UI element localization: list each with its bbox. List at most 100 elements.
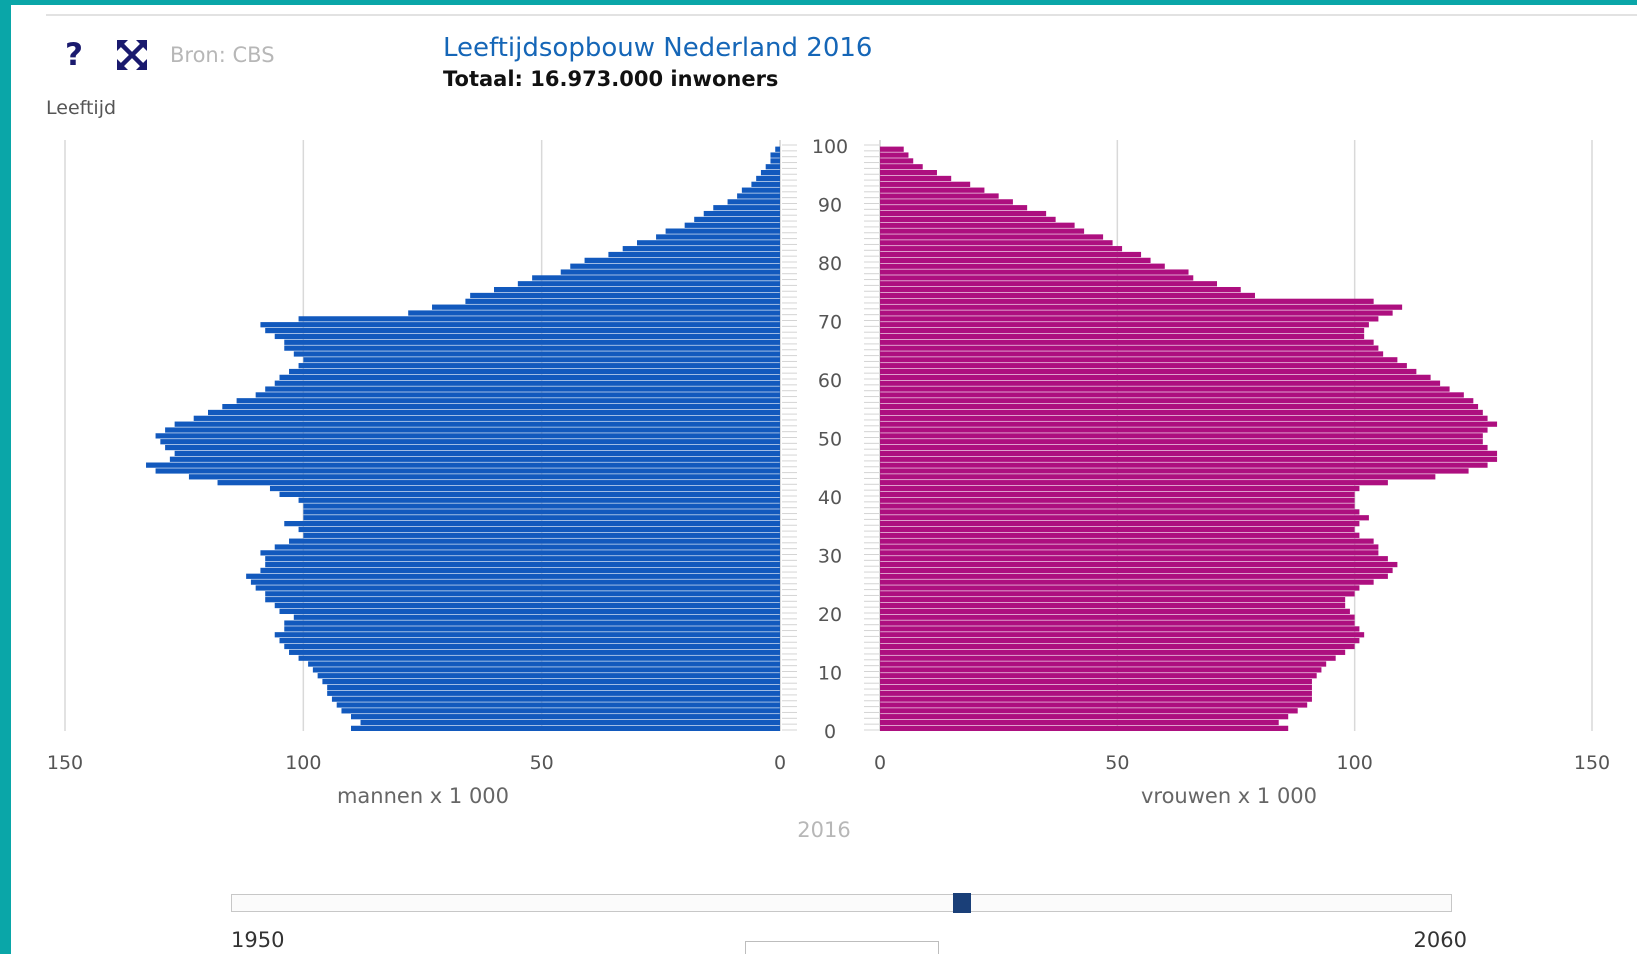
bar-men-age-0[interactable] xyxy=(351,725,780,731)
bar-men-age-22[interactable] xyxy=(265,597,780,603)
bar-men-age-89[interactable] xyxy=(713,205,780,211)
bar-men-age-59[interactable] xyxy=(274,380,780,386)
bar-women-age-5[interactable] xyxy=(880,696,1312,702)
bar-men-age-10[interactable] xyxy=(312,667,780,673)
bar-men-age-42[interactable] xyxy=(217,480,781,486)
bar-men-age-65[interactable] xyxy=(284,345,780,351)
bar-women-age-18[interactable] xyxy=(880,620,1355,626)
bar-men-age-63[interactable] xyxy=(303,357,780,363)
bar-women-age-9[interactable] xyxy=(880,673,1317,679)
bar-men-age-95[interactable] xyxy=(760,170,780,176)
bar-men-age-40[interactable] xyxy=(279,491,781,497)
bar-men-age-57[interactable] xyxy=(255,392,780,398)
bar-women-age-46[interactable] xyxy=(880,456,1498,462)
bar-men-age-55[interactable] xyxy=(222,404,781,410)
bar-women-age-60[interactable] xyxy=(880,374,1431,380)
bar-men-age-91[interactable] xyxy=(737,193,780,199)
bar-men-age-36[interactable] xyxy=(303,515,780,521)
bar-women-age-96[interactable] xyxy=(880,164,923,170)
bar-women-age-77[interactable] xyxy=(880,275,1194,281)
bar-men-age-58[interactable] xyxy=(265,386,780,392)
bar-men-age-71[interactable] xyxy=(408,310,780,316)
bar-women-age-61[interactable] xyxy=(880,368,1417,375)
bar-men-age-74[interactable] xyxy=(470,292,780,299)
bar-women-age-49[interactable] xyxy=(880,439,1483,445)
bar-men-age-79[interactable] xyxy=(570,263,780,269)
bar-men-age-78[interactable] xyxy=(560,269,780,275)
bar-men-age-99[interactable] xyxy=(775,146,780,152)
bar-men-age-64[interactable] xyxy=(293,351,780,357)
bar-women-age-3[interactable] xyxy=(880,708,1298,714)
bar-women-age-48[interactable] xyxy=(880,444,1488,451)
bar-women-age-44[interactable] xyxy=(880,468,1469,474)
expand-icon[interactable] xyxy=(115,35,149,75)
bar-women-age-40[interactable] xyxy=(880,491,1355,497)
bar-men-age-48[interactable] xyxy=(165,444,781,451)
bar-men-age-84[interactable] xyxy=(656,234,780,240)
bar-men-age-23[interactable] xyxy=(265,591,780,597)
bar-women-age-56[interactable] xyxy=(880,398,1474,404)
bar-men-age-69[interactable] xyxy=(260,322,780,328)
bar-women-age-91[interactable] xyxy=(880,193,999,199)
bar-women-age-2[interactable] xyxy=(880,714,1289,720)
bar-women-age-78[interactable] xyxy=(880,269,1189,275)
bar-women-age-65[interactable] xyxy=(880,345,1379,351)
bar-women-age-93[interactable] xyxy=(880,181,971,187)
bar-women-age-36[interactable] xyxy=(880,515,1369,521)
bar-women-age-13[interactable] xyxy=(880,649,1346,655)
bar-women-age-15[interactable] xyxy=(880,638,1360,644)
bar-women-age-10[interactable] xyxy=(880,667,1322,673)
bar-women-age-50[interactable] xyxy=(880,433,1483,439)
bar-men-age-25[interactable] xyxy=(250,579,780,585)
bar-women-age-82[interactable] xyxy=(880,246,1123,252)
bar-men-age-83[interactable] xyxy=(637,240,780,246)
bar-women-age-86[interactable] xyxy=(880,222,1075,228)
bar-men-age-34[interactable] xyxy=(298,526,780,533)
bar-women-age-20[interactable] xyxy=(880,608,1350,614)
bar-women-age-54[interactable] xyxy=(880,409,1483,416)
bar-men-age-7[interactable] xyxy=(327,684,780,691)
bar-women-age-27[interactable] xyxy=(880,567,1393,574)
bar-women-age-23[interactable] xyxy=(880,591,1355,597)
bar-men-age-93[interactable] xyxy=(751,181,780,187)
bar-women-age-59[interactable] xyxy=(880,380,1441,386)
bar-men-age-6[interactable] xyxy=(327,690,780,696)
bar-men-age-38[interactable] xyxy=(303,503,780,509)
bar-men-age-1[interactable] xyxy=(360,719,780,726)
bar-women-age-76[interactable] xyxy=(880,281,1218,287)
bar-women-age-47[interactable] xyxy=(880,450,1498,457)
bar-men-age-88[interactable] xyxy=(703,210,780,217)
bar-men-age-90[interactable] xyxy=(727,199,780,205)
bar-women-age-99[interactable] xyxy=(880,146,904,152)
bar-men-age-27[interactable] xyxy=(260,567,780,574)
bar-men-age-18[interactable] xyxy=(284,620,780,626)
bar-women-age-53[interactable] xyxy=(880,415,1488,421)
bar-men-age-73[interactable] xyxy=(465,298,780,304)
bar-women-age-80[interactable] xyxy=(880,257,1151,263)
bar-men-age-60[interactable] xyxy=(279,374,781,380)
bar-men-age-30[interactable] xyxy=(260,550,780,556)
bar-men-age-14[interactable] xyxy=(284,643,780,650)
bar-men-age-68[interactable] xyxy=(265,327,780,334)
bar-men-age-85[interactable] xyxy=(665,228,780,234)
bar-women-age-64[interactable] xyxy=(880,351,1384,357)
bar-women-age-41[interactable] xyxy=(880,485,1360,492)
bar-women-age-83[interactable] xyxy=(880,240,1113,246)
bar-women-age-90[interactable] xyxy=(880,199,1013,205)
bar-men-age-50[interactable] xyxy=(155,433,781,439)
bar-women-age-75[interactable] xyxy=(880,287,1241,293)
bar-women-age-37[interactable] xyxy=(880,509,1360,515)
bar-women-age-55[interactable] xyxy=(880,404,1479,410)
bar-women-age-98[interactable] xyxy=(880,152,909,158)
bar-men-age-3[interactable] xyxy=(341,708,780,714)
bar-men-age-11[interactable] xyxy=(308,661,780,667)
bar-women-age-14[interactable] xyxy=(880,643,1355,650)
bar-men-age-2[interactable] xyxy=(351,714,780,720)
bar-men-age-44[interactable] xyxy=(155,468,781,474)
bar-women-age-70[interactable] xyxy=(880,316,1379,322)
bar-women-age-43[interactable] xyxy=(880,474,1436,480)
bar-men-age-62[interactable] xyxy=(298,363,780,369)
bar-men-age-81[interactable] xyxy=(608,251,780,258)
bar-women-age-35[interactable] xyxy=(880,521,1360,527)
bar-women-age-95[interactable] xyxy=(880,170,937,176)
